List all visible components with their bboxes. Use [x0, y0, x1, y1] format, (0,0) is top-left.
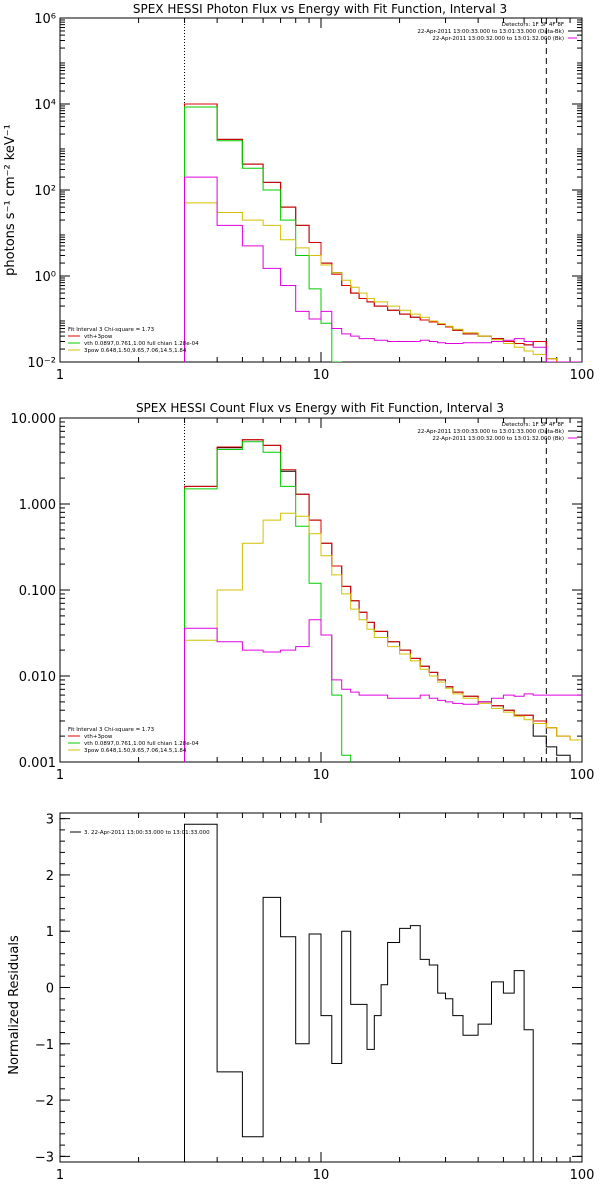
legend-text: Fit Interval 3 Chi-square = 1.73	[68, 327, 155, 333]
legend-text: Fit Interval 3 Chi-square = 1.73	[68, 727, 155, 733]
legend-text: 3pow 0.648,1.50,9.65,7.06,14.5,1.84	[84, 748, 187, 754]
y-tick-label: 0.010	[19, 670, 56, 685]
legend-text: vth+3pow	[84, 334, 113, 340]
x-tick-label: 100	[570, 768, 595, 783]
series-vth	[184, 106, 343, 362]
x-tick-label: 10	[313, 768, 330, 783]
x-tick-label: 10	[313, 368, 330, 383]
x-tick-label: 100	[570, 1168, 595, 1183]
legend-text: 3pow 0.648,1.50,9.65,7.06,14.5,1.84	[84, 348, 187, 354]
series-group	[184, 103, 582, 362]
x-tick-label: 1	[56, 368, 64, 383]
series-group	[184, 439, 582, 762]
x-tick-label: 10	[313, 1168, 330, 1183]
panel-title: SPEX HESSI Photon Flux vs Energy with Fi…	[133, 2, 507, 16]
legend-text: vth 0.0897,0.761,1.00 full chian 1.28e-0…	[84, 741, 199, 747]
y-tick-label: 1	[46, 925, 54, 940]
x-tick-label: 1	[56, 768, 64, 783]
series-residuals	[184, 823, 547, 1162]
y-tick-label: 0.100	[19, 584, 56, 599]
series-bk	[184, 176, 582, 362]
y-tick-label: 3	[46, 813, 54, 828]
residuals-panel: Normalized Residuals 1 10 100 −3 −2 −1 0 1 2 3 3.…	[7, 812, 595, 1183]
legend-text: 22-Apr-2011 13:00:32.000 to 13:01:32.000…	[432, 36, 564, 42]
y-tick-label: 0.001	[19, 756, 56, 771]
legend-text: Detectors: 1F 3F 4F 8F	[502, 422, 564, 428]
legend-text: 3. 22-Apr-2011 13:00:33.000 to 13:01:33.…	[84, 830, 210, 836]
y-axis-label: photons s⁻¹ cm⁻² keV⁻¹	[3, 124, 18, 276]
y-tick-label: 1.000	[19, 498, 56, 513]
y-tick-label: 10⁻²	[27, 356, 56, 371]
legend-text: 22-Apr-2011 13:00:33.000 to 13:01:33.000…	[417, 429, 564, 435]
legend-text: 22-Apr-2011 13:00:32.000 to 13:01:32.000…	[432, 436, 564, 442]
y-tick-label: 0	[46, 982, 54, 997]
y-tick-label: −1	[35, 1038, 54, 1053]
series-vth	[184, 441, 352, 762]
series-bk	[184, 619, 582, 762]
y-tick-label: −3	[35, 1150, 54, 1165]
panel-title: SPEX HESSI Count Flux vs Energy with Fit…	[136, 401, 504, 415]
y-tick-label: 10⁰	[34, 270, 56, 285]
legend-text: Detectors: 1F 3F 4F 8F	[502, 22, 564, 28]
x-tick-label: 1	[56, 1168, 64, 1183]
y-tick-label: 10²	[34, 184, 56, 199]
y-tick-label: −2	[35, 1094, 54, 1109]
y-tick-label: 10⁴	[34, 98, 56, 113]
series-3pow	[184, 202, 582, 362]
x-tick-label: 100	[570, 368, 595, 383]
count-flux-panel: SPEX HESSI Count Flux vs Energy with Fit…	[11, 401, 595, 783]
legend-text: vth 0.0897,0.761,1.00 full chian 1.28e-0…	[84, 341, 199, 347]
legend-text: 22-Apr-2011 13:00:33.000 to 13:01:33.000…	[417, 29, 564, 35]
y-tick-label: 10.000	[11, 412, 57, 427]
y-tick-label: 2	[46, 869, 54, 884]
series-3pow	[184, 512, 582, 762]
legend-text: vth+3pow	[84, 734, 113, 740]
photon-flux-panel: SPEX HESSI Photon Flux vs Energy with Fi…	[3, 2, 594, 383]
y-axis-label: Normalized Residuals	[7, 935, 22, 1075]
series-group	[184, 823, 547, 1162]
y-tick-label: 10⁶	[34, 12, 56, 27]
